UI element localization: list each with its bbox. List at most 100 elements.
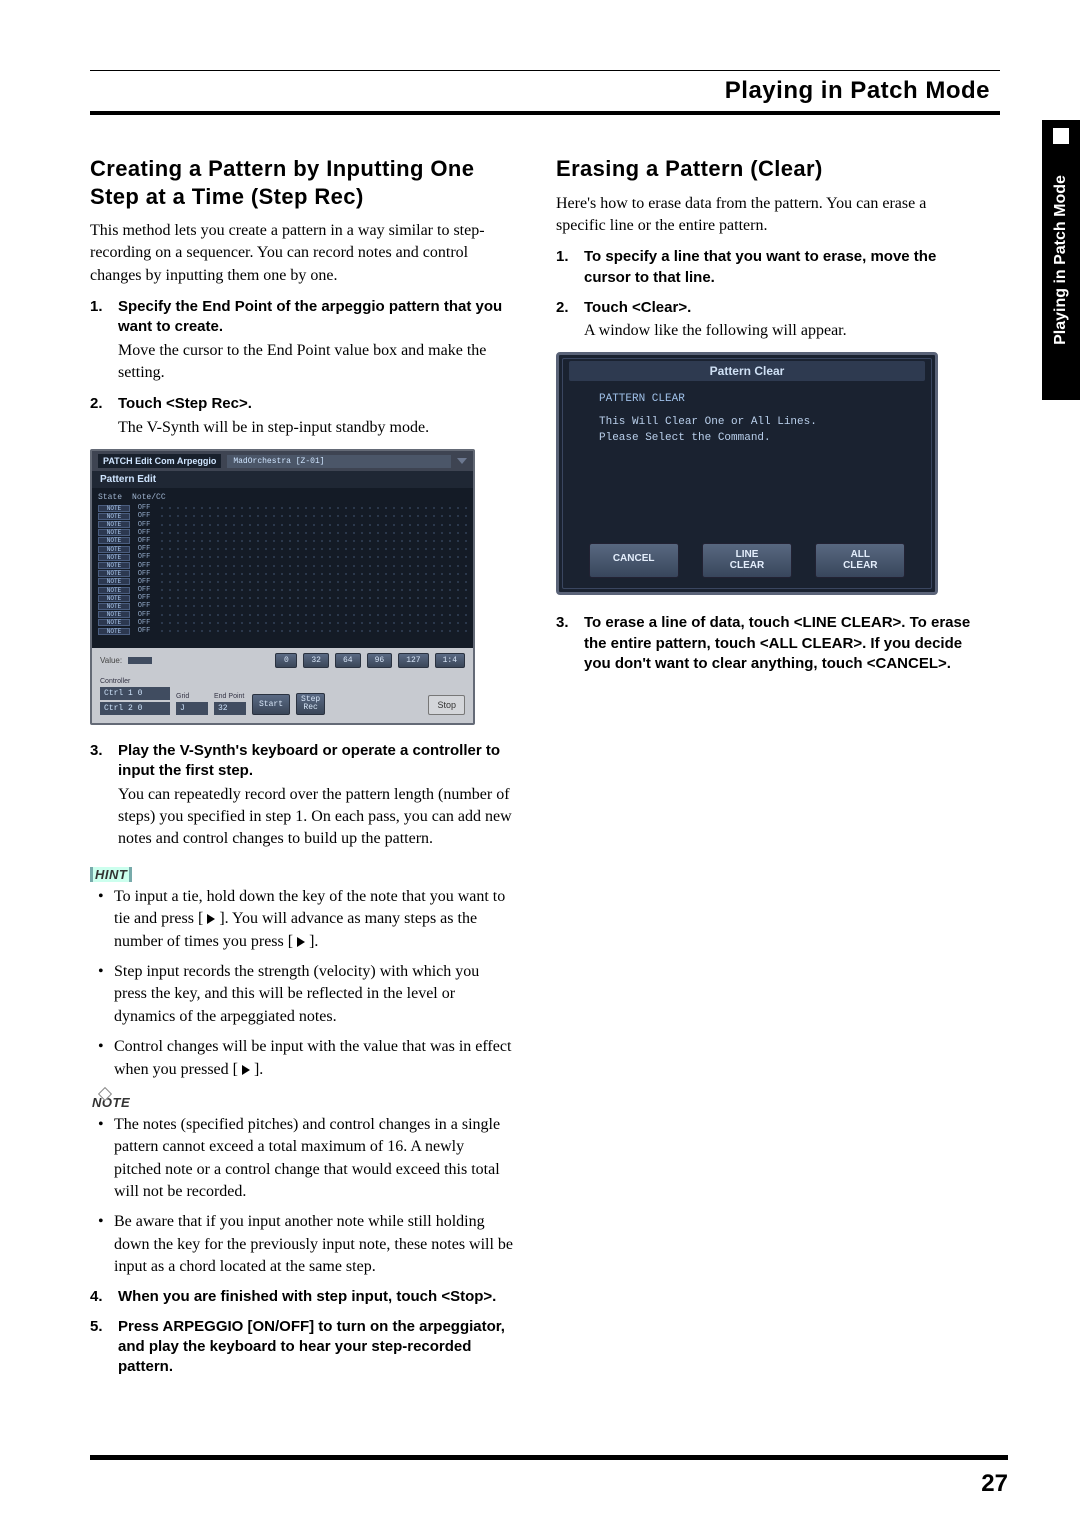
steps-list-right-2: To erase a line of data, touch <LINE CLE… [556, 613, 980, 674]
dialog-line: This Will Clear One or All Lines. [599, 414, 895, 431]
dialog-title: Pattern Clear [569, 361, 925, 381]
steps-list-1b: Play the V-Synth's keyboard or operate a… [90, 741, 514, 851]
step-body: Move the cursor to the End Point value b… [118, 340, 514, 385]
grid-row: NOTEOFF [98, 512, 467, 520]
play-icon [207, 914, 215, 924]
side-tab-label: Playing in Patch Mode [1052, 175, 1070, 345]
step-body: You can repeatedly record over the patte… [118, 784, 514, 851]
dialog-line: Please Select the Command. [599, 430, 895, 447]
row-dots [158, 538, 467, 544]
ss-value-bar: Value: 0 32 64 96 127 1:4 [92, 648, 473, 673]
row-note: OFF [130, 570, 158, 578]
cancel-button[interactable]: CANCEL [589, 543, 679, 578]
step-item: Press ARPEGGIO [ON/OFF] to turn on the a… [90, 1317, 514, 1378]
grid-row: NOTEOFF [98, 578, 467, 586]
row-state: NOTE [98, 537, 130, 544]
controller-field: Controller Ctrl 1 0 Ctrl 2 0 [100, 678, 170, 715]
row-dots [158, 554, 467, 560]
endpoint-field: End Point 32 [214, 693, 246, 715]
step-head: Play the V-Synth's keyboard or operate a… [118, 741, 514, 782]
play-icon [297, 937, 305, 947]
row-state: NOTE [98, 603, 130, 610]
row-state: NOTE [98, 513, 130, 520]
grid-row: NOTEOFF [98, 561, 467, 569]
step-head: Press ARPEGGIO [ON/OFF] to turn on the a… [118, 1317, 514, 1378]
step-number [90, 1287, 118, 1307]
row-dots [158, 563, 467, 569]
dropdown-icon [457, 458, 467, 464]
step-rec-button[interactable]: Step Rec [296, 693, 325, 715]
row-dots [158, 546, 467, 552]
step-head: To erase a line of data, touch <LINE CLE… [584, 613, 980, 674]
row-note: OFF [130, 594, 158, 602]
step-number [556, 247, 584, 288]
row-dots [158, 505, 467, 511]
row-note: OFF [130, 512, 158, 520]
hint-list: To input a tie, hold down the key of the… [90, 886, 514, 1081]
oct-btn[interactable]: 32 [303, 653, 329, 668]
dialog-buttons: CANCEL LINE CLEAR ALL CLEAR [559, 543, 935, 578]
grid-row: NOTEOFF [98, 594, 467, 602]
step-head: Touch <Step Rec>. [118, 394, 252, 414]
grid-row: NOTEOFF [98, 619, 467, 627]
step-item: Touch <Clear>. A window like the followi… [556, 298, 980, 343]
stop-button[interactable]: Stop [428, 695, 465, 715]
step-head: To specify a line that you want to erase… [584, 247, 980, 288]
grid-row: NOTEOFF [98, 537, 467, 545]
bottom-rule [90, 1455, 1008, 1460]
ss-title-a: PATCH Edit Com Arpeggio [98, 454, 221, 468]
grid-row: NOTEOFF [98, 520, 467, 528]
page-number: 27 [981, 1470, 1008, 1498]
grid-value[interactable]: J [176, 702, 208, 715]
row-state: NOTE [98, 562, 130, 569]
grid-row: NOTEOFF [98, 545, 467, 553]
oct-btn[interactable]: 64 [335, 653, 361, 668]
start-button[interactable]: Start [252, 694, 290, 715]
step-number [556, 298, 584, 318]
all-clear-button[interactable]: ALL CLEAR [815, 543, 905, 578]
row-dots [158, 603, 467, 609]
row-dots [158, 587, 467, 593]
row-note: OFF [130, 619, 158, 627]
ss-grid: State Note/CC NOTEOFFNOTEOFFNOTEOFFNOTEO… [92, 488, 473, 648]
grid-row: NOTEOFF [98, 553, 467, 561]
play-icon [242, 1065, 250, 1075]
endpoint-value[interactable]: 32 [214, 702, 246, 715]
row-note: OFF [130, 529, 158, 537]
pattern-clear-dialog: Pattern Clear PATTERN CLEAR This Will Cl… [556, 352, 938, 595]
row-state: NOTE [98, 554, 130, 561]
side-tab: Playing in Patch Mode [1042, 120, 1080, 400]
row-note: OFF [130, 586, 158, 594]
hint-item: Step input records the strength (velocit… [90, 961, 514, 1028]
side-tab-marker [1053, 128, 1069, 144]
row-state: NOTE [98, 611, 130, 618]
hint-item: Control changes will be input with the v… [90, 1036, 514, 1081]
ss-bottom: Controller Ctrl 1 0 Ctrl 2 0 Grid J End … [92, 673, 473, 723]
oct-btn[interactable]: 0 [275, 653, 297, 668]
note-item: Be aware that if you input another note … [90, 1211, 514, 1278]
section-title-left: Creating a Pattern by Inputting One Step… [90, 155, 514, 210]
row-note: OFF [130, 521, 158, 529]
col-state: State [98, 493, 122, 502]
col-note: Note/CC [132, 493, 166, 502]
grid-row: NOTEOFF [98, 602, 467, 610]
controller-label: Controller [100, 678, 170, 685]
oct-btn[interactable]: 127 [398, 653, 428, 668]
step-item: When you are finished with step input, t… [90, 1287, 514, 1307]
row-note: OFF [130, 553, 158, 561]
row-state: NOTE [98, 587, 130, 594]
step-item: To specify a line that you want to erase… [556, 247, 980, 288]
row-state: NOTE [98, 546, 130, 553]
oct-btn[interactable]: 1:4 [435, 653, 465, 668]
grid-row: NOTEOFF [98, 504, 467, 512]
row-note: OFF [130, 627, 158, 635]
oct-btn[interactable]: 96 [367, 653, 393, 668]
ss-subtitle: Pattern Edit [92, 471, 473, 488]
row-note: OFF [130, 562, 158, 570]
line-clear-button[interactable]: LINE CLEAR [702, 543, 792, 578]
ss-titlebar: PATCH Edit Com Arpeggio MadOrchestra [Z-… [92, 451, 473, 471]
grid-field: Grid J [176, 693, 208, 715]
dialog-heading: PATTERN CLEAR [599, 391, 895, 408]
intro-right: Here's how to erase data from the patter… [556, 193, 980, 238]
row-dots [158, 612, 467, 618]
